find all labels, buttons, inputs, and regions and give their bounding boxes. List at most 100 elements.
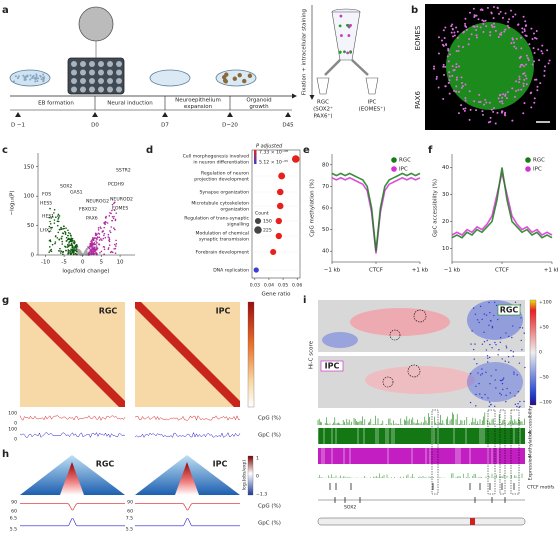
eomes-cell [533, 52, 536, 55]
eomes-cell [468, 118, 471, 121]
track-label: GpC (%) [258, 433, 281, 439]
eomes-cell [490, 11, 493, 14]
gene-dot [113, 201, 116, 204]
x-tick-label: 10 [117, 260, 124, 266]
score-speck [513, 371, 515, 373]
eomes-cell [460, 81, 463, 84]
eomes-cell [437, 52, 440, 55]
well [71, 78, 77, 84]
gene-dot [69, 244, 72, 247]
eomes-cell [451, 65, 454, 68]
score-speck [488, 356, 491, 359]
eomes-cell [532, 47, 535, 50]
cell [23, 76, 26, 79]
score-speck [469, 372, 472, 375]
score-speck [481, 343, 484, 345]
eomes-cell [443, 36, 446, 39]
cell [40, 78, 43, 81]
score-speck [506, 387, 508, 390]
gene-dot [98, 239, 101, 241]
marker-label: PAX6 [414, 91, 422, 109]
score-speck [488, 405, 490, 408]
gene-dot [58, 250, 60, 252]
eomes-cell [460, 104, 463, 107]
eomes-cell [448, 92, 451, 95]
gene-dot [50, 226, 52, 229]
cell [24, 78, 27, 81]
eomes-cell [492, 110, 495, 113]
gene-dot [79, 250, 82, 253]
gene-dot [91, 247, 93, 249]
track [19, 415, 126, 421]
well [71, 86, 77, 93]
eomes-cell [533, 60, 536, 63]
eomes-cell [530, 106, 533, 109]
x-tick-label: 0 [81, 260, 85, 266]
gene-dot [109, 212, 111, 214]
eomes-cell [522, 82, 525, 85]
gene-dot [56, 237, 59, 239]
well [116, 86, 122, 93]
colorbar-label: +100 [539, 300, 552, 306]
eomes-cell [547, 62, 550, 65]
term-label: organization [220, 207, 249, 213]
legend-title: P adjusted [256, 144, 283, 150]
eomes-cell [546, 49, 549, 52]
y-tick-label: 50 [27, 223, 34, 229]
dot [276, 188, 284, 196]
term-label: DNA replication [213, 268, 249, 274]
gene-dot [93, 246, 96, 249]
panel-letter: c [2, 145, 8, 156]
gene-label: GAS1 [70, 190, 83, 196]
score-speck [519, 400, 521, 403]
track-tick: 6.5 [10, 516, 17, 522]
gene-dot [56, 220, 59, 223]
eomes-cell [450, 31, 453, 34]
score-speck [469, 401, 472, 404]
eomes-cell [522, 65, 525, 68]
eomes-cell [446, 55, 449, 58]
eomes-cell [521, 31, 524, 34]
dot [278, 172, 286, 180]
group-label: IPC [216, 307, 231, 316]
gene-dot [99, 226, 102, 228]
gene-dot [98, 243, 101, 246]
gene-dot [59, 247, 61, 250]
eomes-cell [501, 110, 504, 113]
y-tick-label: 80 [322, 162, 329, 168]
eomes-cell [449, 53, 452, 56]
organoid [223, 79, 229, 84]
gene-dot [95, 240, 97, 242]
eomes-cell [521, 27, 524, 30]
eomes-cell [482, 22, 485, 25]
eomes-cell [515, 89, 518, 92]
x-tick-label: CTCF [369, 268, 383, 274]
well [89, 86, 95, 93]
eomes-cell [481, 113, 484, 116]
score-speck [477, 372, 479, 374]
eomes-cell [468, 11, 471, 14]
eomes-cell [492, 17, 495, 20]
eomes-cell [541, 44, 544, 47]
eomes-cell [460, 76, 463, 79]
eomes-cell [505, 97, 508, 100]
eomes-cell [514, 13, 517, 16]
gene-label: HES5 [40, 201, 52, 207]
eomes-cell [523, 78, 526, 81]
gene-dot [78, 249, 80, 252]
eomes-cell [533, 78, 536, 81]
eomes-cell [506, 24, 509, 27]
gene-dot [108, 240, 111, 243]
gene-dot [115, 212, 118, 214]
score-speck [501, 358, 503, 360]
eomes-cell [520, 47, 523, 50]
track-tick: 60 [11, 509, 17, 515]
stage-label: Organoid [246, 98, 271, 104]
dot [253, 267, 259, 273]
eomes-cell [519, 65, 522, 68]
score-speck [516, 374, 518, 376]
eomes-cell [530, 91, 533, 94]
eomes-cell [522, 15, 525, 18]
count-key [254, 226, 262, 234]
